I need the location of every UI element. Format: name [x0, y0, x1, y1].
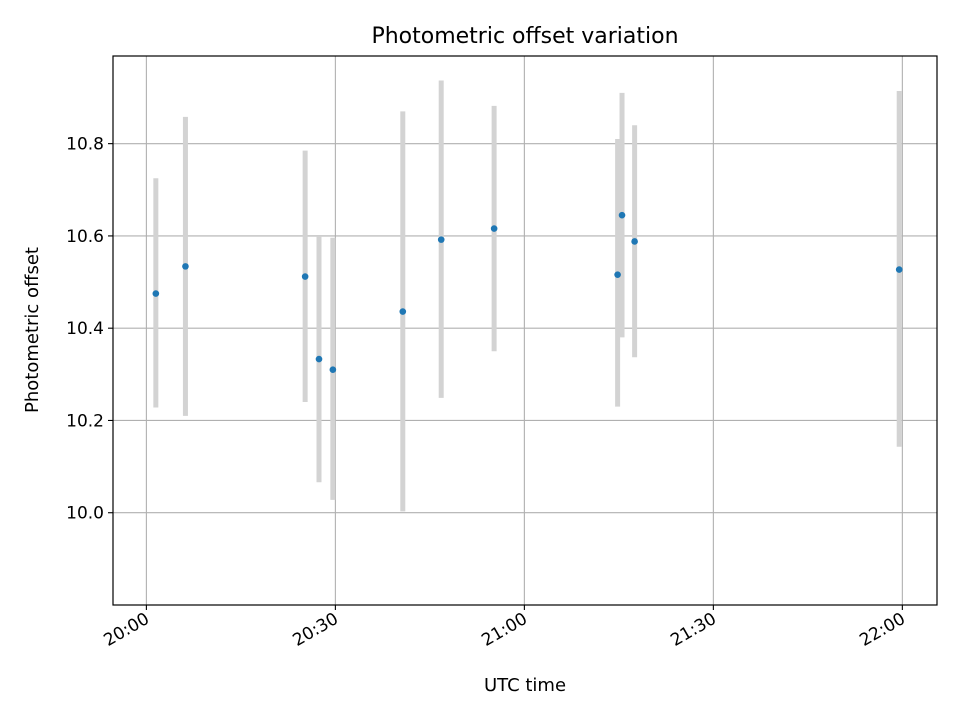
- plot-frame: [112, 55, 938, 606]
- data-point: [618, 211, 626, 219]
- y-axis-label: Photometric offset: [22, 247, 43, 413]
- data-point: [895, 266, 903, 273]
- chart-title: Photometric offset variation: [371, 24, 678, 49]
- data-point: [437, 236, 445, 243]
- data-point: [490, 225, 498, 232]
- y-tick-label: 10.8: [66, 135, 104, 155]
- y-tick-label: 10.2: [66, 411, 104, 431]
- data-point: [399, 308, 407, 315]
- grid: [113, 56, 937, 605]
- data-points: [152, 211, 903, 374]
- data-point: [301, 273, 309, 280]
- data-point: [152, 290, 160, 297]
- x-axis-label: UTC time: [484, 675, 566, 696]
- data-point: [315, 355, 323, 363]
- data-point: [614, 271, 621, 278]
- y-tick-label: 10.6: [66, 227, 104, 247]
- data-point: [182, 263, 189, 270]
- y-axis-ticks: 10.0 10.2 10.4 10.6 10.8: [66, 135, 113, 524]
- y-tick-label: 10.4: [66, 319, 104, 339]
- y-tick-label: 10.0: [66, 504, 104, 524]
- data-point: [329, 366, 337, 374]
- data-point: [631, 238, 638, 245]
